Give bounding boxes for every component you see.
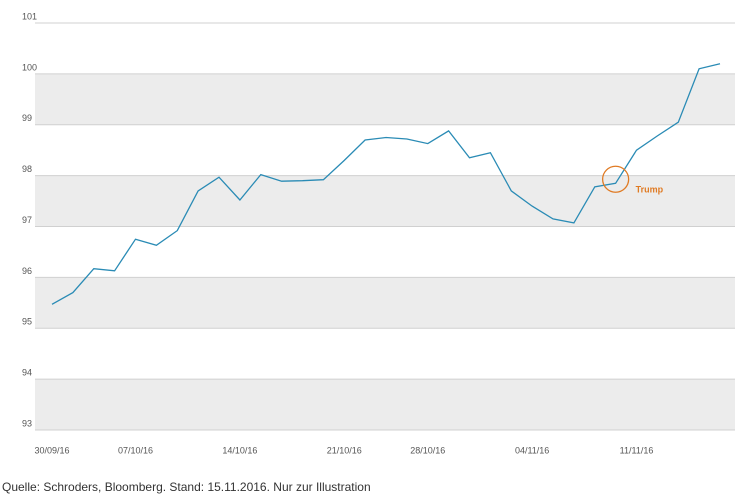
series-line bbox=[51, 63, 721, 305]
band bbox=[35, 379, 735, 430]
band bbox=[35, 73, 735, 125]
y-tick-label: 94 bbox=[22, 368, 32, 378]
y-tick-label: 97 bbox=[22, 215, 32, 225]
y-tick-label: 98 bbox=[22, 164, 32, 174]
y-tick-label: 101 bbox=[22, 11, 37, 21]
x-tick-label: 28/10/16 bbox=[410, 445, 445, 455]
y-tick-label: 93 bbox=[22, 418, 32, 428]
y-tick-label: 100 bbox=[22, 62, 37, 72]
y-tick-label: 99 bbox=[22, 113, 32, 123]
band bbox=[35, 277, 735, 329]
source-note: Quelle: Schroders, Bloomberg. Stand: 15.… bbox=[2, 480, 371, 494]
x-tick-label: 21/10/16 bbox=[327, 445, 362, 455]
x-tick-label: 07/10/16 bbox=[118, 445, 153, 455]
annotation-circle bbox=[601, 165, 630, 193]
x-tick-label: 14/10/16 bbox=[222, 445, 257, 455]
band bbox=[35, 175, 735, 227]
y-tick-label: 96 bbox=[22, 266, 32, 276]
x-tick-label: 30/09/16 bbox=[34, 445, 69, 455]
y-tick-label: 95 bbox=[22, 317, 32, 327]
x-tick-label: 04/11/16 bbox=[515, 445, 549, 455]
x-tick-label: 11/11/16 bbox=[620, 445, 654, 455]
annotation-label: Trump bbox=[636, 185, 664, 195]
